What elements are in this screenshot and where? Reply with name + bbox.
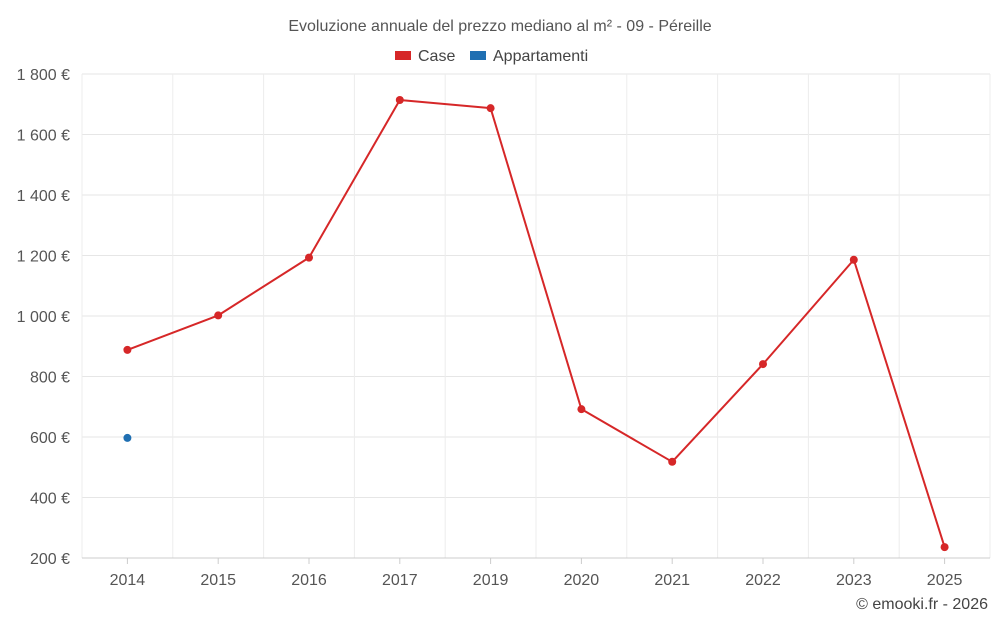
y-tick-label: 800 €: [30, 370, 70, 387]
y-tick-label: 1 800 €: [17, 67, 70, 84]
data-point-case[interactable]: [123, 345, 132, 354]
y-tick-label: 1 200 €: [17, 249, 70, 266]
legend-swatch-appartamenti: [470, 51, 486, 60]
data-point-case[interactable]: [305, 253, 313, 262]
x-tick-label: 2020: [564, 572, 600, 589]
x-tick-label: 2014: [110, 572, 146, 589]
x-tick-label: 2019: [473, 572, 509, 589]
x-tick-label: 2022: [745, 572, 781, 589]
legend-swatch-case: [395, 51, 411, 60]
legend: Case Appartamenti: [395, 48, 588, 65]
data-point-case[interactable]: [577, 405, 586, 414]
x-tick-label: 2025: [927, 572, 963, 589]
series-line-case: [127, 99, 946, 548]
chart-title: Evoluzione annuale del prezzo mediano al…: [288, 18, 711, 35]
y-tick-label: 1 400 €: [17, 188, 70, 205]
y-tick-label: 400 €: [30, 491, 70, 508]
data-point-case[interactable]: [759, 360, 767, 369]
y-tick-label: 1 000 €: [17, 309, 70, 326]
data-point-case[interactable]: [486, 104, 495, 113]
data-point-case[interactable]: [668, 457, 677, 466]
legend-label-case: Case: [418, 48, 455, 65]
data-point-appartamenti[interactable]: [123, 433, 132, 442]
legend-item-case[interactable]: Case: [395, 48, 455, 65]
series: [123, 96, 949, 552]
data-point-case[interactable]: [214, 311, 223, 320]
y-tick-label: 600 €: [30, 430, 70, 447]
data-point-case[interactable]: [395, 96, 404, 105]
credit-text: © emooki.fr - 2026: [856, 596, 988, 613]
y-tick-label: 200 €: [30, 551, 70, 568]
data-point-case[interactable]: [940, 543, 949, 552]
legend-label-appartamenti: Appartamenti: [493, 48, 588, 65]
y-tick-label: 1 600 €: [17, 128, 70, 145]
x-tick-label: 2017: [382, 572, 418, 589]
axes: 200 € 400 € 600 € 800 € 1 000 € 1 200 € 1 400 …: [17, 67, 990, 589]
x-tick-label: 2016: [291, 572, 327, 589]
x-tick-label: 2021: [654, 572, 690, 589]
legend-item-appartamenti[interactable]: Appartamenti: [470, 48, 588, 65]
data-point-case[interactable]: [849, 255, 858, 264]
x-tick-label: 2015: [200, 572, 236, 589]
x-tick-label: 2023: [836, 572, 872, 589]
